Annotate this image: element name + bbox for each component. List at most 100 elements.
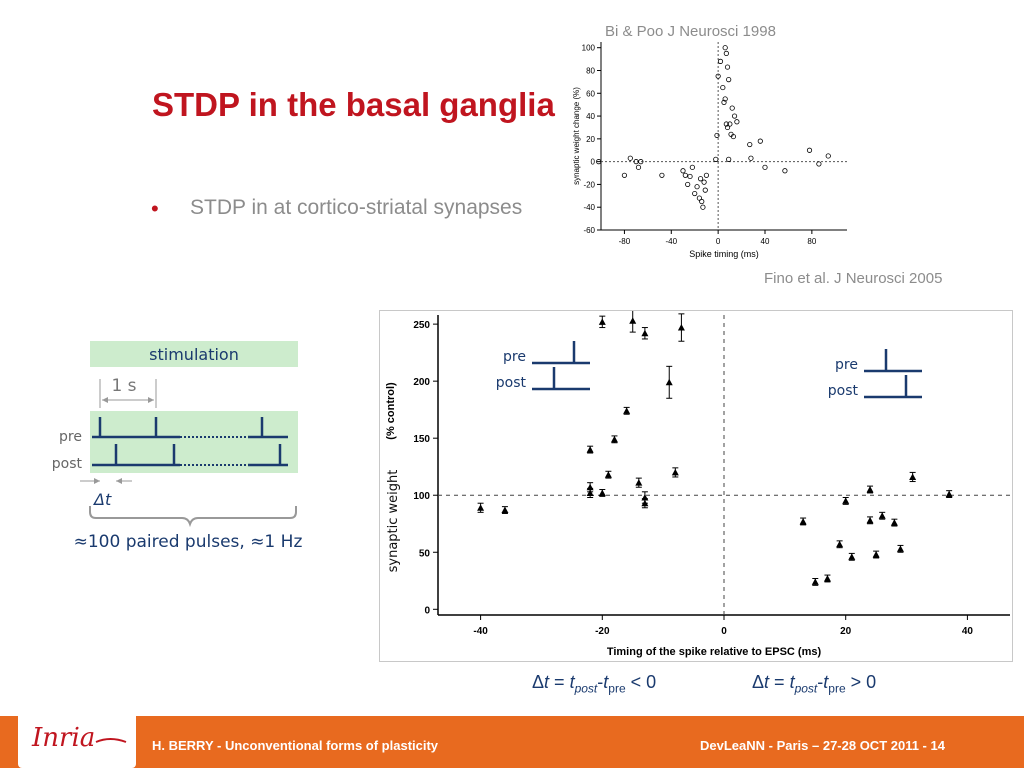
bi-poo-point <box>635 164 642 170</box>
pre-train-label: pre <box>59 429 82 445</box>
bi-poo-point <box>722 96 728 102</box>
bi-poo-point <box>721 99 727 105</box>
fino-point <box>635 479 643 486</box>
fino-inset-right: pre post <box>828 349 922 399</box>
bi-poo-point <box>762 164 768 170</box>
bi-poo-y-tick-label: -20 <box>583 180 595 189</box>
fino-point <box>671 468 679 476</box>
bi-poo-point <box>638 159 644 165</box>
fino-point <box>823 574 831 582</box>
bi-poo-point <box>729 105 735 111</box>
bi-poo-point <box>659 172 665 178</box>
fino-point <box>842 497 850 504</box>
bi-poo-x-tick-label: -40 <box>666 237 678 246</box>
footer-author: H. BERRY - Unconventional forms of plast… <box>152 738 439 753</box>
fino-x-tick-label: 40 <box>962 626 974 637</box>
bi-poo-point <box>689 164 695 170</box>
fino-chart: 0 50 100 150 200 250 -40 -20 0 20 40 Timing of the … <box>385 308 1010 658</box>
bi-poo-point <box>730 133 736 140</box>
fino-inset-right-pre-trace <box>864 349 922 373</box>
stimulation-protocol-svg: stimulation 1 s pre post Δt ≈100 paired … <box>52 341 303 552</box>
fino-y-tick-label: 150 <box>413 434 430 445</box>
bi-poo-point <box>722 45 728 51</box>
footer-event: DevLeaNN - Paris – 27-28 OCT 2011 - 14 <box>700 738 945 753</box>
bi-poo-y-tick-label: 0 <box>591 158 596 167</box>
bi-poo-point <box>701 179 707 185</box>
fino-inset-left-post-label: post <box>496 375 527 391</box>
fino-inset-right-pre-label: pre <box>835 357 858 373</box>
train-box <box>90 411 298 473</box>
delta-arrowhead-right <box>116 478 122 484</box>
bi-poo-point <box>726 77 732 83</box>
bi-poo-point <box>621 172 628 178</box>
fino-inset-left-pre-trace <box>532 341 590 365</box>
paired-pulses-caption: ≈100 paired pulses, ≈1 Hz <box>74 532 303 552</box>
bi-poo-point <box>825 153 831 159</box>
bi-poo-point <box>714 132 720 139</box>
brace <box>89 506 297 528</box>
fino-point <box>501 506 509 514</box>
bi-poo-point <box>723 121 729 127</box>
fino-point <box>665 378 673 386</box>
bi-poo-point <box>731 113 738 119</box>
bi-poo-point <box>806 147 813 153</box>
fino-point <box>586 446 594 453</box>
bi-poo-point <box>692 190 698 197</box>
fino-inset-left-pre-label: pre <box>503 349 526 365</box>
synaptic-weight-label-box: synaptic weight <box>384 458 406 588</box>
fino-point <box>945 490 953 498</box>
fino-point <box>909 473 917 480</box>
fino-y-tick-label: 50 <box>419 548 431 559</box>
bi-poo-citation: Bi & Poo J Neurosci 1998 <box>605 23 776 40</box>
fino-point <box>598 318 606 325</box>
bi-poo-y-tick-label: 40 <box>586 112 595 121</box>
post-spike-train <box>92 444 288 467</box>
bi-poo-y-tick-label: -60 <box>583 226 595 235</box>
fino-point <box>629 317 637 324</box>
inria-logo-svg: Inria <box>31 723 127 753</box>
bi-poo-x-tick-label: -80 <box>619 237 631 246</box>
fino-point <box>872 551 880 558</box>
inria-logo-swoosh <box>95 738 127 743</box>
bi-poo-point <box>734 119 740 125</box>
bi-poo-point <box>697 176 704 182</box>
bi-poo-point <box>717 58 724 64</box>
post-train-label: post <box>52 456 83 472</box>
bi-poo-y-tick-label: 60 <box>586 89 595 98</box>
fino-point <box>878 512 886 519</box>
bullet-text: STDP in at cortico-striatal synapses <box>190 196 523 219</box>
bi-poo-point <box>782 168 788 174</box>
bi-poo-point <box>694 184 700 190</box>
bi-poo-point <box>696 195 702 201</box>
footer-bar <box>0 716 1024 768</box>
inria-logo-text: Inria <box>31 723 95 753</box>
delta-positive-formula: Δt = tpost-tpre > 0 <box>752 672 877 696</box>
bi-poo-figure: -60 -40 -20 0 20 40 60 80 100 -80 -40 0 40 80 Spike ti… <box>565 0 875 278</box>
inria-logo: Inria <box>18 704 136 768</box>
fino-point <box>799 517 807 525</box>
synaptic-weight-label: synaptic weight <box>386 469 401 573</box>
fino-point <box>623 407 631 414</box>
bi-poo-x-tick-label: 40 <box>761 237 770 246</box>
bi-poo-point <box>727 121 733 127</box>
fino-point <box>866 516 874 524</box>
bi-poo-y-tick-label: 80 <box>586 66 595 75</box>
fino-point <box>477 504 485 511</box>
fino-y-tick-label: 0 <box>424 605 430 616</box>
fino-point <box>896 545 904 552</box>
bi-poo-point <box>680 168 686 174</box>
bi-poo-point <box>816 161 822 167</box>
delta-arrowhead-left <box>94 478 100 484</box>
fino-x-label: Timing of the spike relative to EPSC (ms… <box>607 646 822 658</box>
bi-poo-point <box>726 156 732 162</box>
stimulation-protocol-diagram: stimulation 1 s pre post Δt ≈100 paired … <box>40 338 330 558</box>
interval-arrowheads <box>102 397 154 403</box>
bi-poo-point <box>703 172 710 178</box>
fino-y-label: (% control) <box>385 382 397 440</box>
fino-point <box>811 578 819 585</box>
bi-poo-point <box>596 159 602 165</box>
fino-x-tick-label: 0 <box>721 626 727 637</box>
fino-point <box>641 329 649 337</box>
fino-point <box>598 489 606 496</box>
delta-negative-formula: Δt = tpost-tpre < 0 <box>532 672 657 696</box>
